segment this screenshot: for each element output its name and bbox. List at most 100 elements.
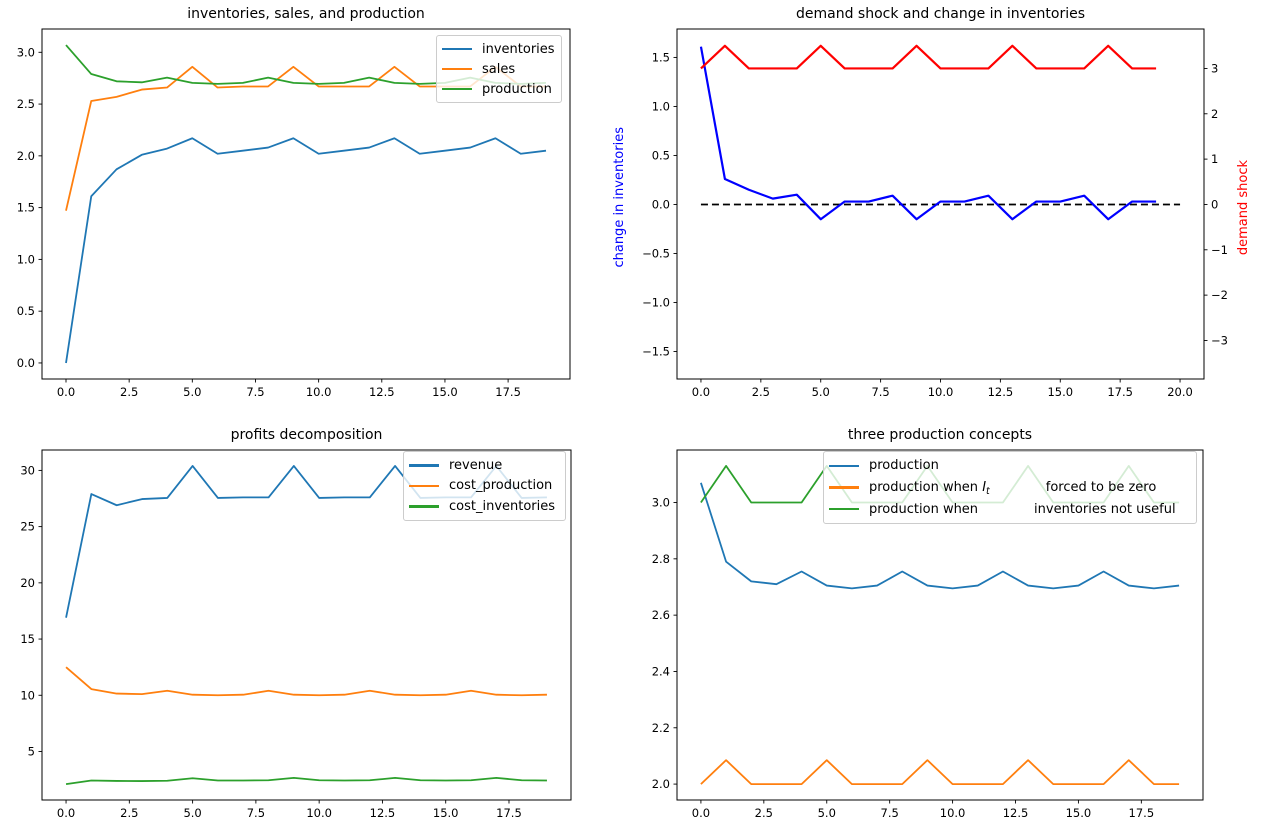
- x-tick-label: 7.5: [871, 385, 889, 399]
- legend-entry-label: production when It forced to be zero: [869, 479, 1157, 497]
- x-tick-label: 12.5: [1003, 806, 1029, 820]
- y-tick-label: 2.6: [652, 608, 670, 622]
- x-tick-label: 7.5: [246, 385, 264, 399]
- legend-entry-label: production: [869, 459, 939, 472]
- y-tick-label: 5: [28, 744, 35, 758]
- y-tick-label: −1.0: [642, 296, 670, 310]
- panel2-title: demand shock and change in inventories: [795, 6, 1086, 22]
- legend-label-text: inventories not useful: [1034, 501, 1176, 517]
- y-tick-label: 15: [20, 632, 35, 646]
- series-line-inventories: [65, 137, 547, 364]
- x-tick-label: 17.5: [496, 806, 522, 820]
- x-tick-label: 17.5: [495, 385, 521, 399]
- legend-line-sample: [409, 484, 439, 488]
- y-tick-label: 10: [20, 688, 35, 702]
- y-tick-label: 3.0: [652, 496, 670, 510]
- legend-entry-label: cost_production: [449, 479, 552, 492]
- x-tick-label: 15.0: [432, 385, 458, 399]
- legend-label-text: production: [869, 458, 939, 474]
- y-tick-right-label: 1: [1211, 152, 1218, 166]
- x-tick-label: 5.0: [812, 385, 830, 399]
- legend-entry-label: production when inventories not useful: [869, 503, 1176, 516]
- y-tick-label: 0.5: [17, 304, 35, 318]
- y-tick-label: 0.5: [652, 148, 670, 162]
- legend-line-sample: [829, 464, 859, 468]
- x-tick-label: 17.5: [1107, 385, 1133, 399]
- panel3-axes: [41, 449, 572, 801]
- y-tick-label: 2.0: [652, 777, 670, 791]
- legend-panel3: revenue cost_production cost_inventories: [403, 451, 566, 521]
- x-tick-label: 10.0: [928, 385, 954, 399]
- panel1-axes: [41, 28, 571, 380]
- x-tick-label: 2.5: [120, 806, 138, 820]
- legend-line-sample: [829, 507, 859, 511]
- series-line-change-in-inventories: [699, 46, 1157, 221]
- panel4-axes: [676, 449, 1204, 801]
- y-tick-label: 0.0: [17, 356, 35, 370]
- series-line-production: [700, 482, 1180, 590]
- legend-label-text: I: [982, 479, 987, 495]
- panel2-ylabel-demand-shock: demand shock: [1236, 160, 1251, 256]
- y-tick-label: 0.0: [652, 197, 670, 211]
- legend-label-text: production when: [869, 501, 979, 517]
- x-tick-label: 12.5: [369, 385, 395, 399]
- legend-panel1: inventories sales production: [436, 35, 562, 103]
- legend-entry: production when It forced to be zero: [829, 479, 1190, 497]
- legend-label-text: sales: [482, 61, 516, 77]
- y-tick-label: 1.0: [652, 99, 670, 113]
- y-tick-label: 1.5: [652, 50, 670, 64]
- x-tick-label: 2.5: [120, 385, 138, 399]
- x-tick-label: 0.0: [692, 806, 710, 820]
- series-line-cost-inventories: [65, 777, 547, 785]
- y-tick-label: 20: [20, 576, 35, 590]
- legend-entry-label: production: [482, 83, 552, 96]
- y-tick-label: 30: [20, 463, 35, 477]
- y-tick-label: −1.5: [642, 345, 670, 359]
- y-tick-label: 2.0: [17, 149, 35, 163]
- x-tick-label: 7.5: [247, 806, 265, 820]
- y-tick-label: 1.5: [17, 201, 35, 215]
- y-tick-right-label: 0: [1211, 197, 1218, 211]
- legend-entry: production: [442, 83, 555, 96]
- y-tick-label: 2.8: [652, 552, 670, 566]
- y-tick-right-label: −2: [1211, 288, 1228, 302]
- legend-label-text: revenue: [449, 457, 503, 473]
- x-tick-label: 2.5: [755, 806, 773, 820]
- x-tick-label: 10.0: [306, 806, 332, 820]
- panel2-ylabel-change-in-inventories: change in inventories: [612, 127, 627, 268]
- x-tick-label: 0.0: [57, 806, 75, 820]
- x-tick-label: 0.0: [57, 385, 75, 399]
- x-tick-label: 12.5: [370, 806, 396, 820]
- y-tick-right-label: 3: [1211, 61, 1218, 75]
- x-tick-label: 15.0: [1066, 806, 1092, 820]
- legend-panel4: production production when It forced to be…: [823, 451, 1197, 524]
- legend-line-sample: [442, 47, 472, 51]
- panel2-axes: [676, 28, 1205, 380]
- legend-label-text: forced to be zero: [1045, 479, 1157, 495]
- y-tick-right-label: 2: [1211, 107, 1218, 121]
- legend-entry-label: cost_inventories: [449, 500, 555, 513]
- legend-entry: cost_production: [409, 479, 559, 492]
- legend-line-sample: [442, 67, 472, 71]
- y-tick-label: 1.0: [17, 252, 35, 266]
- y-tick-label: −0.5: [642, 247, 670, 261]
- x-tick-label: 5.0: [183, 806, 201, 820]
- x-tick-label: 5.0: [818, 806, 836, 820]
- y-tick-label: 2.5: [17, 97, 35, 111]
- x-tick-label: 10.0: [940, 806, 966, 820]
- y-tick-label: 25: [20, 520, 35, 534]
- legend-entry: revenue: [409, 459, 559, 472]
- legend-label-text: t: [986, 485, 990, 497]
- legend-entry: sales: [442, 63, 555, 76]
- x-tick-label: 10.0: [306, 385, 332, 399]
- legend-label-text: inventories: [482, 41, 555, 57]
- x-tick-label: 5.0: [183, 385, 201, 399]
- panel1-title: inventories, sales, and production: [187, 6, 425, 22]
- y-tick-label: 2.4: [652, 664, 670, 678]
- y-tick-label: 3.0: [17, 45, 35, 59]
- legend-entry-label: inventories: [482, 43, 555, 56]
- x-tick-label: 20.0: [1167, 385, 1193, 399]
- legend-entry: cost_inventories: [409, 500, 559, 513]
- panel4-title: three production concepts: [847, 427, 1033, 443]
